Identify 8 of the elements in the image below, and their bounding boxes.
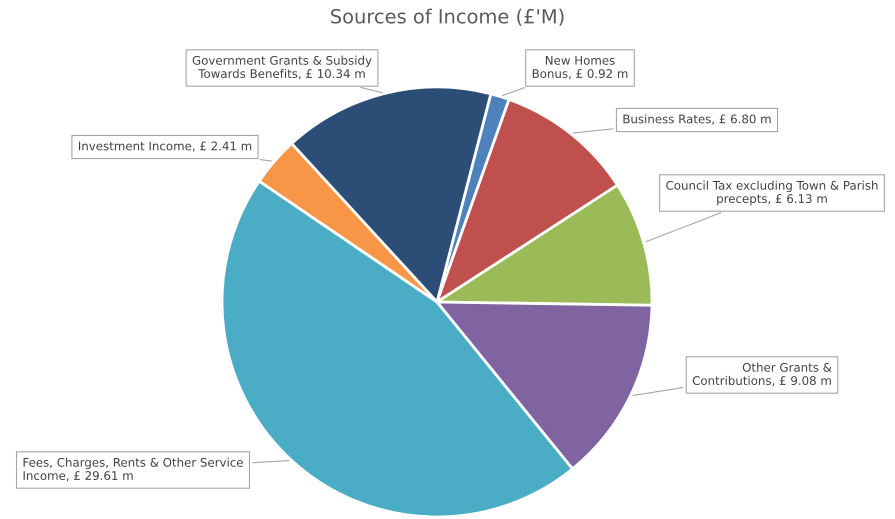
slice-label: Council Tax excluding Town & Parish precepts, £ 6.13 m: [666, 180, 878, 206]
slice-label: New Homes Bonus, £ 0.92 m: [532, 56, 628, 80]
slice-label: Government Grants & Subsidy Towards Benefits, £ 10.34 m: [192, 56, 372, 80]
chart-title: Sources of Income (£'M): [331, 8, 564, 26]
slice-label: Investment Income, £ 2.41 m: [78, 141, 252, 152]
slice-label: Business Rates, £ 6.80 m: [623, 114, 771, 125]
slice-label: Other Grants & Contributions, £ 9.08 m: [692, 362, 832, 386]
slice-label: Fees, Charges, Rents & Other Service Income, £ 29.61 m: [24, 458, 243, 482]
